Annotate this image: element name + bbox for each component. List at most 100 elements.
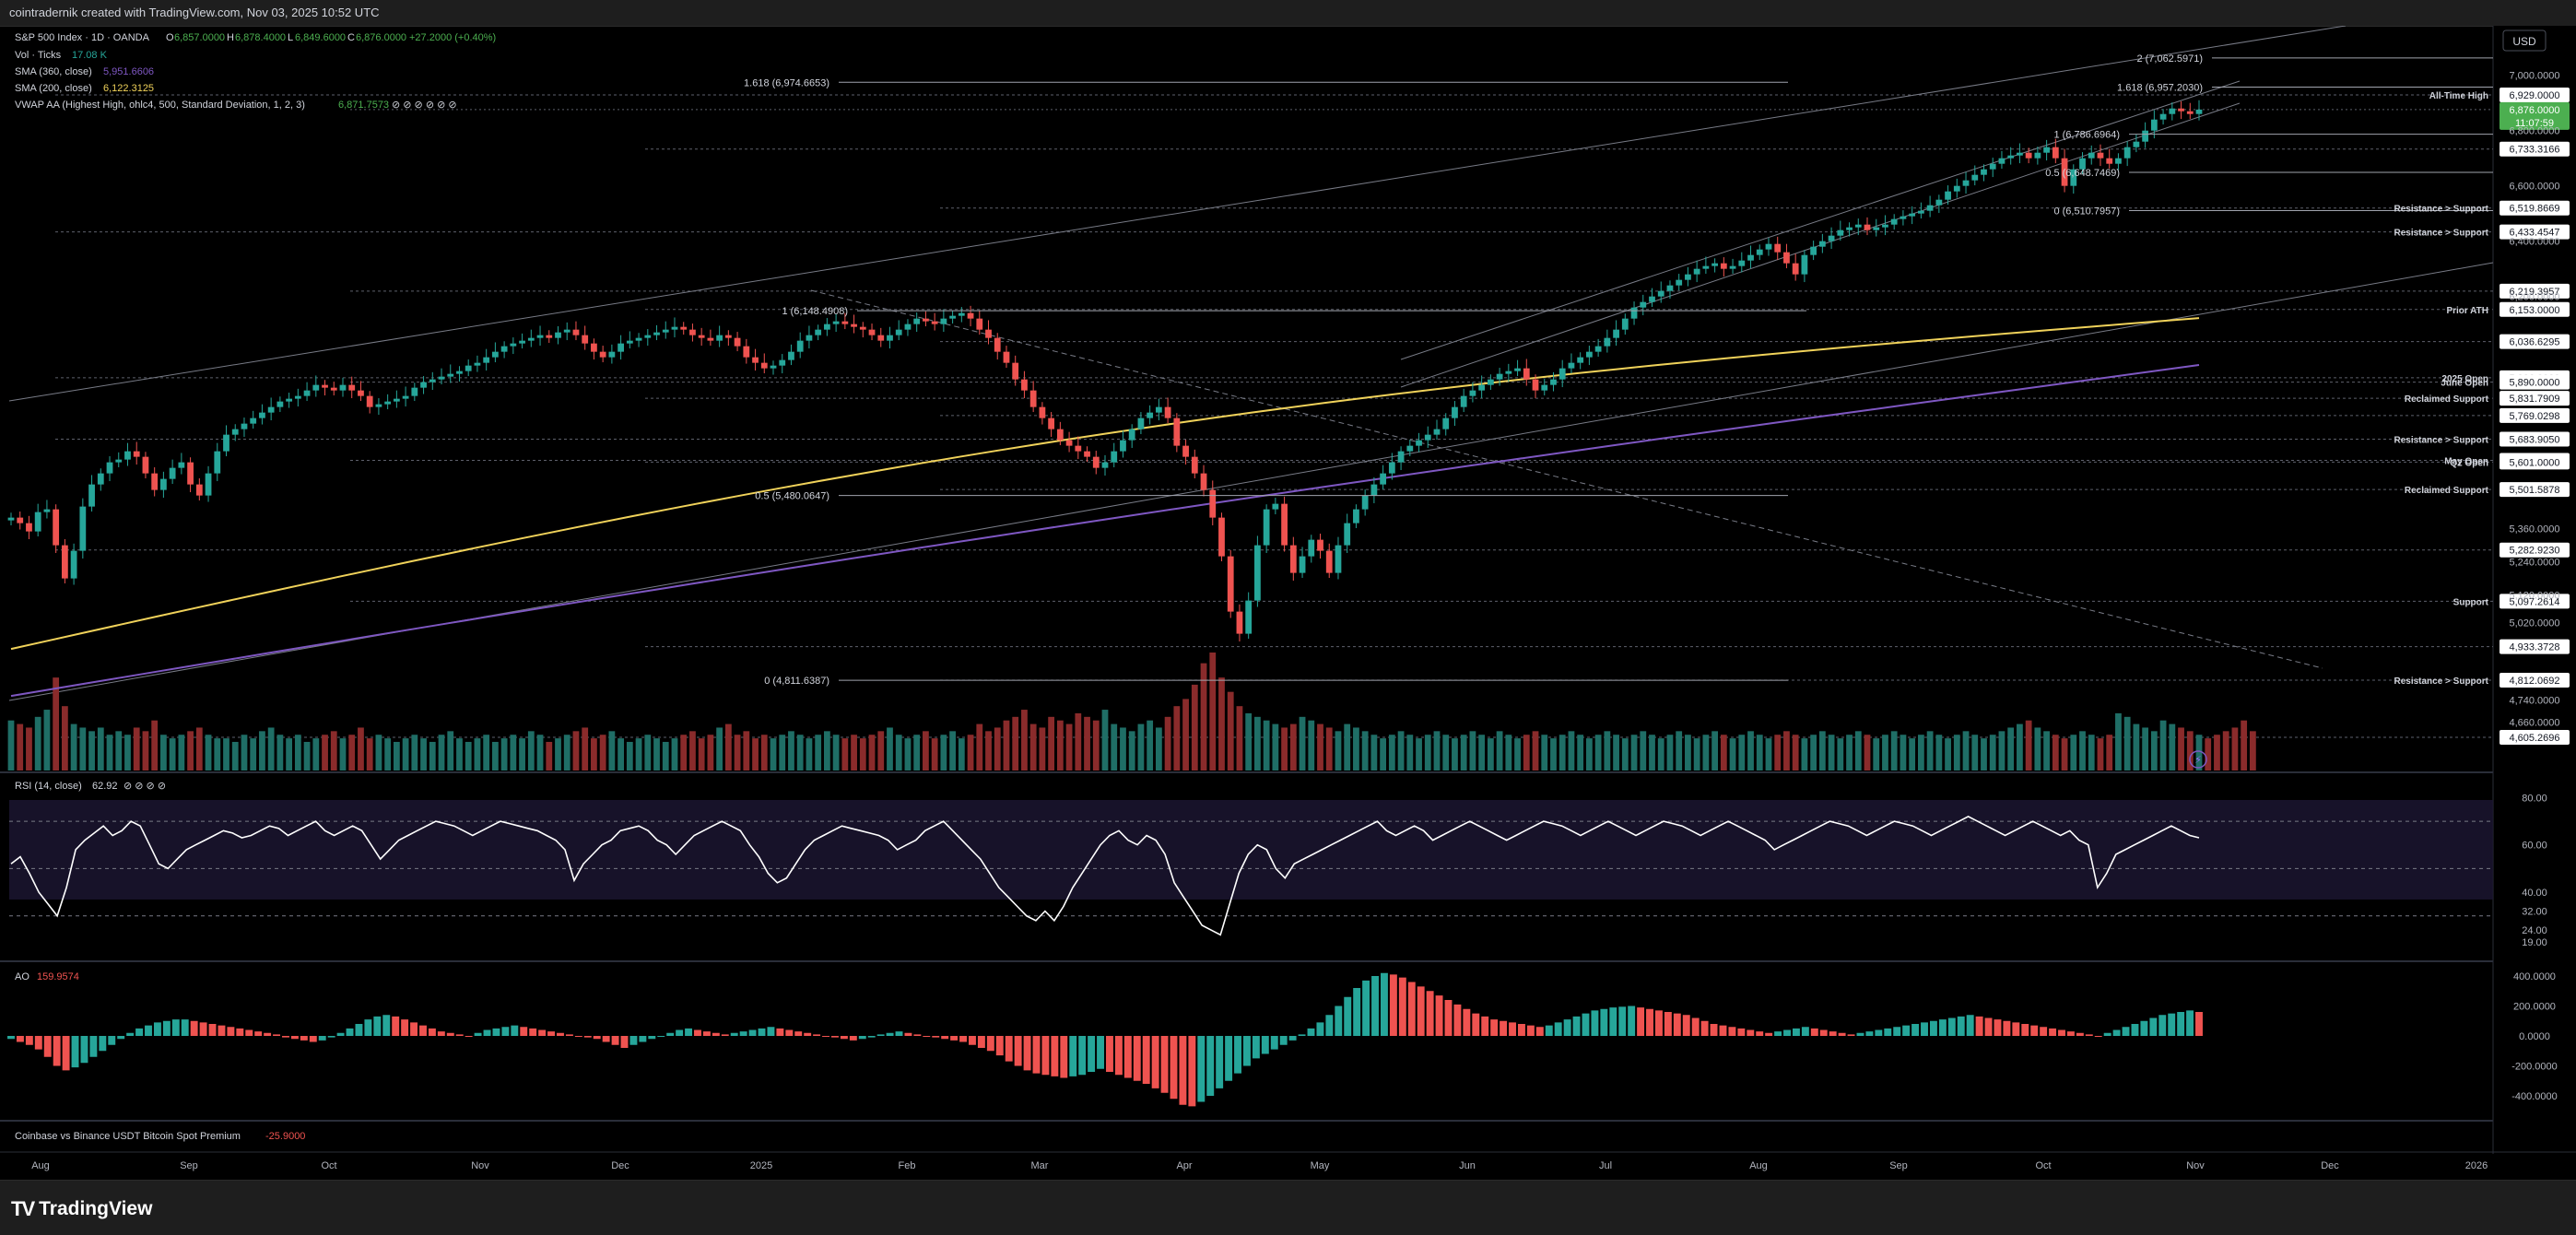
candle-body — [2123, 147, 2131, 159]
ao-legend-name[interactable]: AO — [15, 971, 29, 982]
candle-body — [985, 329, 992, 338]
volume-bar — [195, 727, 203, 770]
volume-bar — [1182, 699, 1189, 770]
price-label-box[interactable] — [2500, 374, 2570, 390]
legend-vwap-name[interactable]: VWAP AA (Highest High, ohlc4, 500, Stand… — [15, 100, 305, 111]
time-axis-label: Nov — [2186, 1160, 2205, 1171]
price-tick-label: 6,400.0000 — [2509, 237, 2559, 248]
volume-bar — [250, 738, 257, 770]
price-label-box[interactable] — [2500, 482, 2570, 498]
ao-bar — [867, 1036, 876, 1038]
candle-body — [1308, 539, 1315, 557]
ao-bar — [2177, 1012, 2185, 1036]
candle-body — [2186, 111, 2194, 114]
candle-body — [851, 323, 857, 327]
ao-bar — [1902, 1025, 1911, 1036]
price-label-box[interactable] — [2500, 301, 2570, 317]
candle-body — [1971, 174, 1979, 181]
ao-bar — [1435, 995, 1443, 1036]
volume-bar — [115, 731, 123, 770]
ao-bar — [1535, 1027, 1544, 1036]
channel-lines — [8, 26, 2494, 701]
time-axis[interactable]: Aug Sep Oct Nov Dec 2025 Feb Mar Apr May Jun Jul Aug… — [31, 1160, 2488, 1171]
time-axis-label: Dec — [2321, 1160, 2339, 1171]
premium-legend-name[interactable]: Coinbase vs Binance USDT Bitcoin Spot Pr… — [15, 1131, 241, 1142]
ao-bar — [1206, 1036, 1215, 1096]
ao-bar — [2158, 1015, 2167, 1036]
price-label-box[interactable] — [2500, 454, 2570, 470]
candle-body — [527, 337, 535, 341]
candle-body — [1604, 337, 1611, 347]
volume-bar — [1702, 735, 1710, 770]
ao-bar — [2103, 1032, 2111, 1036]
volume-bar — [2222, 731, 2229, 770]
ao-bar — [1509, 1022, 1516, 1036]
ao-bar — [602, 1036, 610, 1042]
price-label-box[interactable] — [2500, 101, 2570, 130]
volume-bar — [2249, 731, 2256, 770]
alert-lightning-icon[interactable] — [2189, 750, 2207, 769]
ao-legend-value: 159.9574 — [37, 971, 79, 982]
price-label-box[interactable] — [2500, 224, 2570, 240]
price-label-box[interactable] — [2500, 730, 2570, 746]
price-label-box[interactable] — [2500, 334, 2570, 349]
volume-bar — [536, 735, 544, 770]
price-label-box[interactable] — [2500, 88, 2570, 102]
legend-symbol[interactable]: S&P 500 Index · 1D · OANDA — [15, 32, 150, 43]
legend-sma360-name[interactable]: SMA (360, close) — [15, 66, 92, 77]
ao-bar — [1225, 1036, 1233, 1081]
candle-body — [1272, 503, 1279, 510]
volume-bar — [106, 735, 113, 770]
currency-box[interactable] — [2502, 29, 2547, 52]
volume-bar — [1586, 738, 1593, 770]
price-label-box[interactable] — [2500, 542, 2570, 558]
candle-body — [2007, 155, 2015, 159]
price-label-box[interactable] — [2500, 407, 2570, 423]
price-label-text: 5,683.9050 — [2509, 434, 2559, 445]
candle-body — [1424, 434, 1431, 441]
ao-bar — [62, 1036, 70, 1071]
ao-bar — [2076, 1032, 2084, 1036]
volume-bar — [2115, 712, 2122, 770]
candle-body — [97, 473, 104, 485]
candle-body — [438, 376, 445, 380]
chart-canvas[interactable]: USD 2.618 (7,233.1037)2 (7,062.5971)1.61… — [0, 26, 2576, 1180]
legend-vol-name[interactable]: Vol · Ticks — [15, 50, 62, 61]
volume-bar — [949, 731, 956, 770]
candle-body — [1111, 451, 1118, 463]
price-label-box[interactable] — [2500, 141, 2570, 157]
ao-bar — [1691, 1017, 1700, 1036]
volume-bar — [1496, 731, 1503, 770]
candle-body — [760, 362, 768, 369]
price-label-box[interactable] — [2500, 594, 2570, 609]
ao-bar — [1261, 1036, 1269, 1054]
rsi-legend-name[interactable]: RSI (14, close) — [15, 781, 82, 792]
volume-bar — [1048, 716, 1055, 770]
candle-body — [770, 365, 777, 369]
ao-bar — [694, 1029, 701, 1036]
candle-body — [2017, 152, 2023, 156]
price-label-box[interactable] — [2500, 283, 2570, 299]
candle-body — [195, 484, 203, 496]
volume-bar — [1388, 735, 1395, 770]
ao-bar — [923, 1036, 931, 1037]
price-label-box[interactable] — [2500, 391, 2570, 406]
level-tag: Resistance > Support — [2394, 676, 2488, 687]
price-label-box[interactable] — [2500, 431, 2570, 447]
candle-body — [1380, 473, 1387, 485]
volume-bar — [1111, 723, 1118, 770]
ao-bar — [1618, 1006, 1627, 1036]
tradingview-logo[interactable]: TV TradingView — [11, 1197, 152, 1221]
price-label-box[interactable] — [2500, 672, 2570, 688]
candle-body — [1577, 357, 1584, 363]
candle-body — [1900, 216, 1907, 219]
price-label-box[interactable] — [2500, 639, 2570, 654]
price-label-box[interactable] — [2500, 200, 2570, 216]
ao-bar — [1710, 1024, 1718, 1036]
legend-sma200-name[interactable]: SMA (200, close) — [15, 83, 92, 94]
candle-body — [1056, 429, 1064, 441]
candle-body — [599, 351, 606, 358]
candle-body — [1909, 213, 1916, 217]
candle-body — [1460, 395, 1467, 407]
candle-body — [940, 318, 947, 324]
